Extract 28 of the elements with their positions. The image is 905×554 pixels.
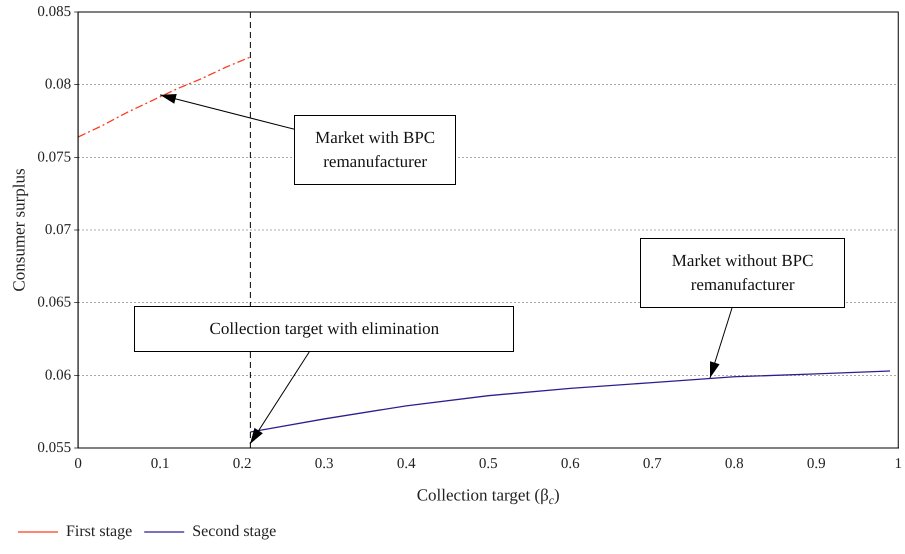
y-tick-label: 0.065 (37, 294, 72, 311)
x-tick-label: 0.7 (642, 456, 662, 472)
text-box: Market with BPC remanufacturer (294, 114, 456, 185)
x-tick-label: 1 (894, 456, 902, 472)
x-tick-label: 0.3 (314, 456, 334, 472)
text-box: Market without BPC remanufacturer (640, 238, 846, 308)
annotation: Market with BPC remanufacturer (315, 128, 436, 171)
y-axis-title: Consumer surplus (10, 168, 29, 292)
x-tick-label: 0.9 (806, 456, 826, 472)
y-tick-label: 0.085 (37, 4, 72, 20)
x-tick-label: 0.2 (232, 456, 252, 472)
x-tick-label: 0.8 (724, 456, 744, 472)
legend-label: First stage (66, 523, 132, 540)
line-series (78, 56, 252, 138)
annotation: Collection target with elimination (210, 318, 440, 338)
x-tick-label: 0.1 (150, 456, 170, 472)
y-tick-label: 0.07 (44, 222, 72, 238)
legend-label: Second stage (192, 523, 276, 540)
y-tick-label: 0.055 (37, 440, 72, 456)
y-tick-label: 0.06 (44, 367, 72, 384)
text-box: Collection target with elimination (134, 306, 514, 352)
y-tick-label: 0.075 (37, 149, 72, 166)
x-tick-label: 0 (74, 456, 82, 472)
x-tick-label: 0.6 (560, 456, 580, 472)
x-tick-label: 0.4 (396, 456, 416, 472)
x-tick-label: 0.5 (478, 456, 498, 472)
y-tick-label: 0.08 (44, 76, 72, 93)
annotation: Market without BPC remanufacturer (672, 251, 814, 294)
